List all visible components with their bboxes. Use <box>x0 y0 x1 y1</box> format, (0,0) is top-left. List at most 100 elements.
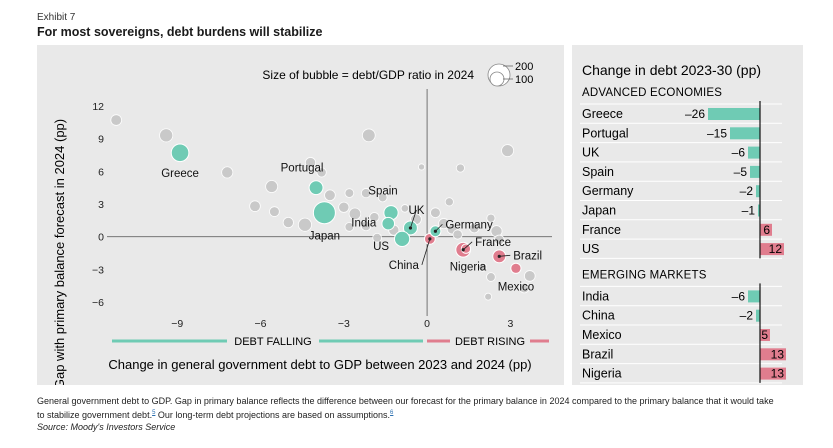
bar-value-label: –2 <box>740 309 754 323</box>
leader-brazil <box>499 254 511 257</box>
bubble-other <box>486 272 496 282</box>
y-axis-label: Gap with primary balance forecast in 202… <box>52 119 67 385</box>
size-legend-value-100: 100 <box>515 74 533 86</box>
bubble-other <box>444 197 454 207</box>
bar-category-label: Spain <box>582 165 614 179</box>
bar-value-label: 13 <box>771 347 785 361</box>
bar-value-label: 13 <box>771 367 785 381</box>
bar-us <box>760 243 784 256</box>
bubble-other <box>501 144 515 158</box>
x-tick-label: 3 <box>507 318 513 330</box>
label-china: China <box>389 260 420 272</box>
bubble-other <box>430 207 441 219</box>
bubble-other <box>524 270 536 282</box>
bar-value-label: –6 <box>732 146 746 160</box>
footnote-line2b: Our long-term debt projections are based… <box>155 410 391 420</box>
bar-category-label: Brazil <box>582 347 613 361</box>
bubble-other <box>369 212 380 223</box>
bubble-other <box>478 262 488 272</box>
leader-dot-brazil <box>497 254 501 258</box>
scatter-chart: Gap with primary balance forecast in 202… <box>52 61 552 385</box>
footnote-ref-6[interactable]: 6 <box>390 410 394 416</box>
bubble-other <box>265 180 279 193</box>
bubble-other <box>110 114 122 126</box>
bar-category-label: France <box>582 223 621 237</box>
label-japan: Japan <box>309 231 340 243</box>
bar-value-label: –1 <box>742 204 756 218</box>
bar-nigeria <box>760 367 786 380</box>
bar-category-label: Mexico <box>582 328 622 342</box>
bar-chart-title: Change in debt 2023-30 (pp) <box>582 62 761 78</box>
chart-title: For most sovereigns, debt burdens will s… <box>37 25 323 39</box>
bubble-other <box>372 232 382 243</box>
exhibit-label: Exhibit 7 <box>37 12 76 23</box>
bar-mexico <box>760 329 770 341</box>
bubble-other <box>338 201 350 213</box>
bubble-other <box>493 234 505 246</box>
bar-value-label: 5 <box>761 328 768 342</box>
bar-category-label: China <box>582 309 615 323</box>
leader-china <box>421 238 431 265</box>
footnote-ref-5[interactable]: 5 <box>152 410 156 416</box>
label-germany: Germany <box>445 219 493 231</box>
label-us: US <box>373 241 389 253</box>
bubble-other <box>360 220 372 232</box>
bubble-other <box>297 217 312 232</box>
bar-category-label: Nigeria <box>582 367 622 381</box>
x-axis-label: Change in general government debt to GDP… <box>108 357 531 372</box>
bubble-other <box>452 229 463 240</box>
bubble-india <box>381 216 396 231</box>
label-france: France <box>475 237 511 249</box>
bar-value-label: –2 <box>740 184 754 198</box>
bar-category-label: Germany <box>582 184 634 198</box>
bubble-other <box>344 222 355 232</box>
y-tick-label: 3 <box>98 199 104 211</box>
bar-value-label: –15 <box>707 126 727 140</box>
bubble-other <box>518 282 530 294</box>
y-tick-label: −6 <box>92 297 104 309</box>
bar-value-label: 6 <box>763 223 770 237</box>
size-legend-label: Size of bubble = debt/GDP ratio in 2024 <box>262 68 474 82</box>
x-tick-label: −9 <box>171 318 183 330</box>
y-tick-label: 12 <box>92 101 104 113</box>
bubble-other <box>377 192 388 203</box>
footnote-line1: General government debt to GDP. Gap in p… <box>37 396 774 406</box>
bubble-other <box>316 167 327 178</box>
bubble-other <box>468 222 480 234</box>
y-tick-label: 6 <box>98 166 104 178</box>
footnote: General government debt to GDP. Gap in p… <box>37 395 807 433</box>
leader-dot-uk <box>408 226 413 230</box>
bubble-other <box>221 166 234 179</box>
leader-dot-china <box>428 237 432 241</box>
bubble-us <box>393 230 411 248</box>
bubble-other <box>438 218 450 230</box>
bubble-other <box>400 204 410 213</box>
bar-category-label: Japan <box>582 204 616 218</box>
bar-category-label: UK <box>582 146 600 160</box>
bar-category-label: India <box>582 289 609 303</box>
bar-greece <box>708 108 760 120</box>
label-india: India <box>351 218 377 230</box>
bar-value-label: 12 <box>769 242 783 256</box>
leader-dot-germany <box>433 229 438 233</box>
x-tick-label: 0 <box>424 318 430 330</box>
source-note: Source: Moody's Investors Service <box>37 422 176 432</box>
bar-value-label: –26 <box>685 107 705 121</box>
group-header: ADVANCED ECONOMIES <box>582 87 722 99</box>
leader-dot-france <box>461 248 465 252</box>
y-tick-label: 0 <box>98 232 104 244</box>
label-mexico: Mexico <box>498 281 534 293</box>
leader-uk <box>410 209 417 229</box>
bubble-other <box>249 200 261 212</box>
bar-india <box>748 290 760 303</box>
footnote-line2: to stabilize government debt. <box>37 410 153 420</box>
leader-france <box>462 241 473 251</box>
y-tick-label: −3 <box>92 264 104 276</box>
bar-spain <box>750 165 760 178</box>
label-nigeria: Nigeria <box>450 262 487 274</box>
bar-chart: Change in debt 2023-30 (pp) ADVANCED ECON… <box>580 62 786 384</box>
bubble-other <box>484 292 493 301</box>
bubble-other <box>486 213 496 223</box>
bubble-other <box>344 188 355 198</box>
bubble-other <box>159 128 174 143</box>
